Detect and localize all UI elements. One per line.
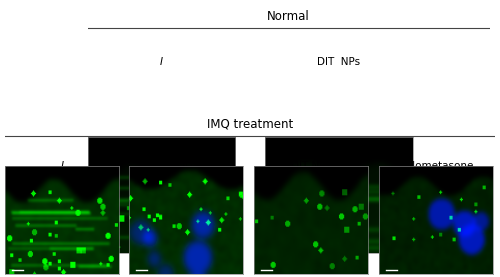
Text: DIT NPs: DIT NPs — [291, 160, 331, 171]
Text: I: I — [60, 160, 64, 171]
Text: I: I — [160, 57, 163, 67]
Text: DIT: DIT — [178, 160, 194, 171]
Text: IMQ treatment: IMQ treatment — [207, 118, 293, 131]
Text: DIT  NPs: DIT NPs — [317, 57, 360, 67]
Text: Halometasone: Halometasone — [398, 160, 473, 171]
Text: Normal: Normal — [268, 10, 310, 23]
